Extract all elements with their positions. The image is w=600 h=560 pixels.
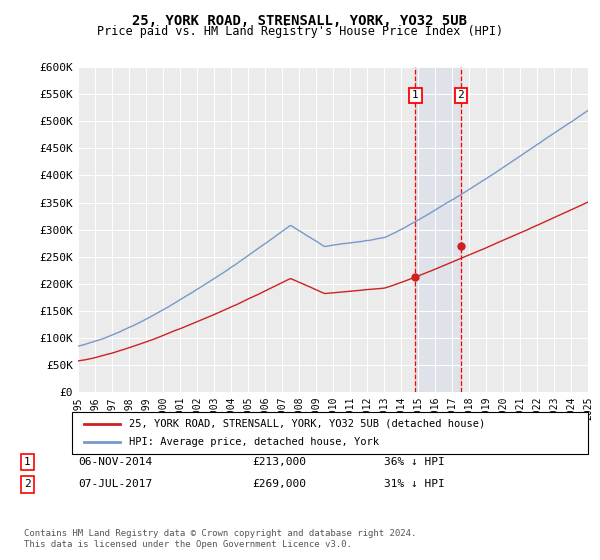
Text: 07-JUL-2017: 07-JUL-2017	[78, 479, 152, 489]
Text: HPI: Average price, detached house, York: HPI: Average price, detached house, York	[129, 437, 379, 447]
Text: 2: 2	[24, 479, 31, 489]
Text: Price paid vs. HM Land Registry's House Price Index (HPI): Price paid vs. HM Land Registry's House …	[97, 25, 503, 38]
Text: 25, YORK ROAD, STRENSALL, YORK, YO32 5UB: 25, YORK ROAD, STRENSALL, YORK, YO32 5UB	[133, 14, 467, 28]
Text: 2: 2	[457, 90, 464, 100]
Text: 25, YORK ROAD, STRENSALL, YORK, YO32 5UB (detached house): 25, YORK ROAD, STRENSALL, YORK, YO32 5UB…	[129, 419, 485, 429]
Text: 31% ↓ HPI: 31% ↓ HPI	[384, 479, 445, 489]
Text: £269,000: £269,000	[252, 479, 306, 489]
Text: 1: 1	[24, 457, 31, 467]
Text: 1: 1	[412, 90, 419, 100]
Bar	[415, 67, 461, 392]
Text: 06-NOV-2014: 06-NOV-2014	[78, 457, 152, 467]
Text: £213,000: £213,000	[252, 457, 306, 467]
Text: 36% ↓ HPI: 36% ↓ HPI	[384, 457, 445, 467]
Text: Contains HM Land Registry data © Crown copyright and database right 2024.
This d: Contains HM Land Registry data © Crown c…	[24, 529, 416, 549]
